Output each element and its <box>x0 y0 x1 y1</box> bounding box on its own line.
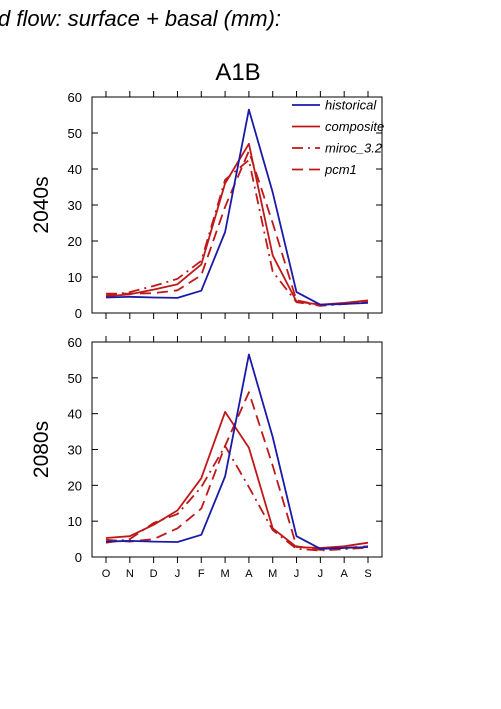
x-tick-label: A <box>341 568 349 580</box>
y-tick-label: 0 <box>75 550 82 565</box>
y-tick-label: 50 <box>68 371 82 386</box>
y-tick-label: 50 <box>68 126 82 141</box>
x-tick-label: S <box>364 568 371 580</box>
series-line-miroc-3-2 <box>105 159 369 307</box>
y-tick-label: 60 <box>68 90 82 105</box>
plot-frame <box>91 341 383 558</box>
panel-2040s: 0 10 20 30 40 50 60 2040s historical composite mir… <box>30 90 384 321</box>
panel-2080s: 0 10 20 30 40 50 60 O N D J F M A M J J A S 2080s <box>30 335 383 580</box>
legend-label: pcm1 <box>324 162 357 177</box>
series-line-historical <box>105 108 369 306</box>
y-tick-label: 40 <box>68 407 82 422</box>
legend-label: composite <box>325 119 384 134</box>
y-tick-label: 60 <box>68 335 82 350</box>
legend-label: historical <box>325 98 377 113</box>
y-tick-label: 30 <box>68 443 82 458</box>
series-line-pcm1 <box>105 391 369 551</box>
figure-subtitle: A1B <box>215 59 260 86</box>
x-tick-label: O <box>102 568 111 580</box>
y-tick-label: 40 <box>68 162 82 177</box>
y-tick-label: 10 <box>68 270 82 285</box>
series-line-composite <box>105 410 369 549</box>
figure-title: d flow: surface + basal (mm): <box>0 6 281 31</box>
panel-label: 2040s <box>30 176 53 233</box>
x-tick-label: M <box>221 568 230 580</box>
x-tick-label: J <box>175 568 181 580</box>
y-tick-label: 20 <box>68 234 82 249</box>
series-line-miroc-3-2 <box>105 444 369 552</box>
x-tick-label: J <box>294 568 300 580</box>
x-tick-label: M <box>268 568 277 580</box>
y-tick-label: 20 <box>68 478 82 493</box>
y-tick-label: 30 <box>68 198 82 213</box>
y-tick-label: 0 <box>75 306 82 321</box>
x-tick-label: D <box>150 568 158 580</box>
panel-label: 2080s <box>30 421 53 478</box>
series-line-historical <box>105 353 369 550</box>
legend-label: miroc_3.2 <box>325 141 383 156</box>
x-tick-label: A <box>245 568 253 580</box>
y-tick-label: 10 <box>68 514 82 529</box>
x-tick-label: N <box>126 568 134 580</box>
x-tick-label: F <box>198 568 205 580</box>
x-tick-label: J <box>318 568 324 580</box>
